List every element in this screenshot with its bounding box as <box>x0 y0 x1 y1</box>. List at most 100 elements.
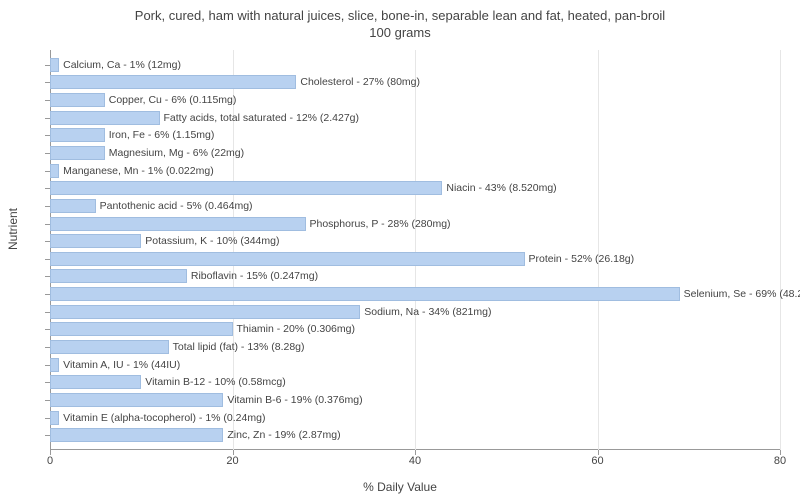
y-axis-label: Nutrient <box>6 208 20 250</box>
bar-row: Vitamin E (alpha-tocopherol) - 1% (0.24m… <box>50 410 780 426</box>
nutrient-bar <box>50 146 105 160</box>
nutrient-bar-label: Magnesium, Mg - 6% (22mg) <box>105 146 244 160</box>
nutrient-bar <box>50 322 233 336</box>
x-tick-label: 80 <box>774 455 786 467</box>
nutrient-bar <box>50 340 169 354</box>
bar-row: Total lipid (fat) - 13% (8.28g) <box>50 339 780 355</box>
x-tick-label: 40 <box>409 455 421 467</box>
y-tick <box>45 276 50 277</box>
y-tick <box>45 100 50 101</box>
y-tick <box>45 312 50 313</box>
bar-row: Cholesterol - 27% (80mg) <box>50 74 780 90</box>
bar-row: Vitamin B-12 - 10% (0.58mcg) <box>50 374 780 390</box>
bar-row: Pantothenic acid - 5% (0.464mg) <box>50 198 780 214</box>
nutrient-bar-label: Pantothenic acid - 5% (0.464mg) <box>96 199 253 213</box>
y-tick <box>45 347 50 348</box>
bar-row: Fatty acids, total saturated - 12% (2.42… <box>50 110 780 126</box>
nutrient-bar-label: Protein - 52% (26.18g) <box>525 252 635 266</box>
bar-row: Phosphorus, P - 28% (280mg) <box>50 216 780 232</box>
x-tick-label: 20 <box>226 455 238 467</box>
bar-row: Magnesium, Mg - 6% (22mg) <box>50 145 780 161</box>
nutrient-bar-label: Phosphorus, P - 28% (280mg) <box>306 217 451 231</box>
nutrient-bar <box>50 111 160 125</box>
nutrient-bar-label: Zinc, Zn - 19% (2.87mg) <box>223 428 340 442</box>
nutrient-bar-label: Sodium, Na - 34% (821mg) <box>360 305 491 319</box>
nutrient-bar <box>50 199 96 213</box>
y-tick <box>45 171 50 172</box>
nutrient-bar-label: Cholesterol - 27% (80mg) <box>296 75 420 89</box>
nutrient-bar-label: Copper, Cu - 6% (0.115mg) <box>105 93 237 107</box>
nutrient-bar <box>50 358 59 372</box>
bars-group: Calcium, Ca - 1% (12mg) Cholesterol - 27%… <box>50 50 780 450</box>
y-tick <box>45 135 50 136</box>
nutrient-bar-label: Vitamin B-12 - 10% (0.58mcg) <box>141 375 285 389</box>
nutrient-bar <box>50 411 59 425</box>
y-tick <box>45 65 50 66</box>
bar-row: Potassium, K - 10% (344mg) <box>50 233 780 249</box>
plot-area: 020406080 Calcium, Ca - 1% (12mg)Cholest… <box>50 50 780 450</box>
y-tick <box>45 259 50 260</box>
nutrient-bar-label: Potassium, K - 10% (344mg) <box>141 234 279 248</box>
chart-title: Pork, cured, ham with natural juices, sl… <box>0 8 800 42</box>
bar-row: Manganese, Mn - 1% (0.022mg) <box>50 163 780 179</box>
nutrient-bar <box>50 375 141 389</box>
bar-row: Copper, Cu - 6% (0.115mg) <box>50 92 780 108</box>
nutrient-bar-label: Iron, Fe - 6% (1.15mg) <box>105 128 215 142</box>
y-tick <box>45 224 50 225</box>
x-axis-label: % Daily Value <box>0 480 800 494</box>
bar-row: Riboflavin - 15% (0.247mg) <box>50 268 780 284</box>
bar-row: Vitamin A, IU - 1% (44IU) <box>50 357 780 373</box>
y-tick <box>45 82 50 83</box>
nutrient-bar <box>50 287 680 301</box>
chart-title-line1: Pork, cured, ham with natural juices, sl… <box>135 8 665 23</box>
y-tick <box>45 365 50 366</box>
nutrient-bar-label: Vitamin A, IU - 1% (44IU) <box>59 358 180 372</box>
nutrient-bar <box>50 164 59 178</box>
y-tick <box>45 294 50 295</box>
y-tick <box>45 329 50 330</box>
nutrient-bar <box>50 93 105 107</box>
y-tick <box>45 206 50 207</box>
nutrient-bar-label: Vitamin E (alpha-tocopherol) - 1% (0.24m… <box>59 411 265 425</box>
bar-row: Niacin - 43% (8.520mg) <box>50 180 780 196</box>
y-tick <box>45 382 50 383</box>
y-tick <box>45 400 50 401</box>
nutrient-bar <box>50 234 141 248</box>
bar-row: Zinc, Zn - 19% (2.87mg) <box>50 427 780 443</box>
nutrient-bar-label: Calcium, Ca - 1% (12mg) <box>59 58 181 72</box>
nutrient-bar-label: Thiamin - 20% (0.306mg) <box>233 322 355 336</box>
x-tick-label: 60 <box>591 455 603 467</box>
nutrient-bar-label: Total lipid (fat) - 13% (8.28g) <box>169 340 305 354</box>
bar-row: Calcium, Ca - 1% (12mg) <box>50 57 780 73</box>
nutrient-bar-label: Niacin - 43% (8.520mg) <box>442 181 556 195</box>
y-tick <box>45 418 50 419</box>
nutrient-bar <box>50 181 442 195</box>
bar-row: Thiamin - 20% (0.306mg) <box>50 321 780 337</box>
nutrient-bar <box>50 217 306 231</box>
bar-row: Vitamin B-6 - 19% (0.376mg) <box>50 392 780 408</box>
nutrient-bar <box>50 428 223 442</box>
y-tick <box>45 435 50 436</box>
y-tick <box>45 153 50 154</box>
bar-row: Sodium, Na - 34% (821mg) <box>50 304 780 320</box>
bar-row: Selenium, Se - 69% (48.2mcg) <box>50 286 780 302</box>
nutrient-bar <box>50 58 59 72</box>
nutrient-bar <box>50 75 296 89</box>
bar-row: Iron, Fe - 6% (1.15mg) <box>50 127 780 143</box>
nutrient-bar-label: Vitamin B-6 - 19% (0.376mg) <box>223 393 362 407</box>
nutrient-bar <box>50 128 105 142</box>
bar-row: Protein - 52% (26.18g) <box>50 251 780 267</box>
nutrient-bar <box>50 393 223 407</box>
x-tick-label: 0 <box>47 455 53 467</box>
nutrient-bar-label: Selenium, Se - 69% (48.2mcg) <box>680 287 800 301</box>
nutrient-bar-label: Riboflavin - 15% (0.247mg) <box>187 269 318 283</box>
nutrient-chart: Pork, cured, ham with natural juices, sl… <box>0 0 800 500</box>
chart-title-line2: 100 grams <box>369 25 430 40</box>
gridline <box>780 50 781 450</box>
nutrient-bar <box>50 305 360 319</box>
nutrient-bar <box>50 252 525 266</box>
nutrient-bar <box>50 269 187 283</box>
nutrient-bar-label: Manganese, Mn - 1% (0.022mg) <box>59 164 214 178</box>
y-tick <box>45 241 50 242</box>
nutrient-bar-label: Fatty acids, total saturated - 12% (2.42… <box>160 111 360 125</box>
